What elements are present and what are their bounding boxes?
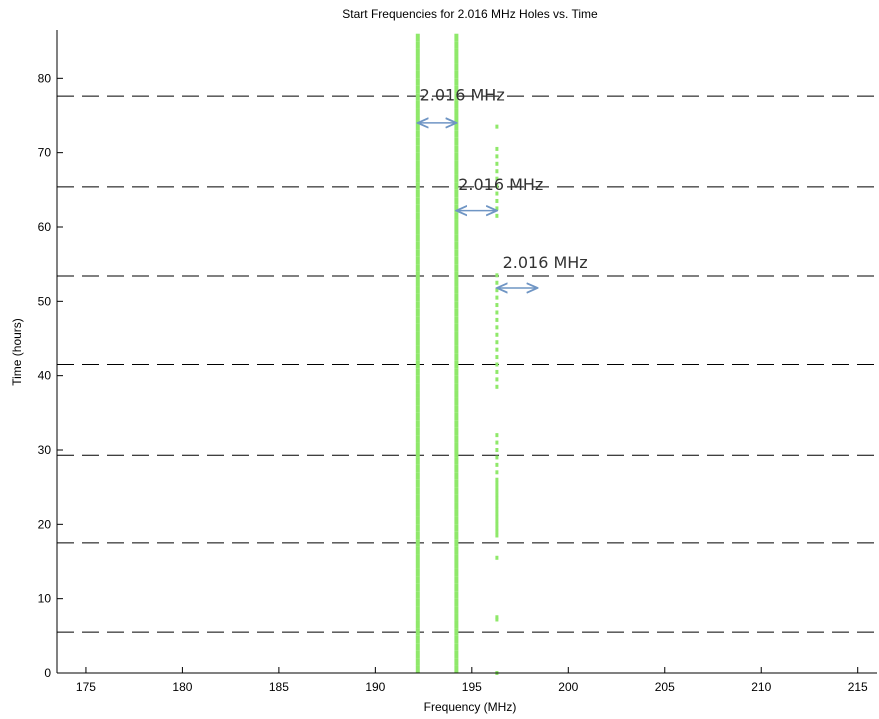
data-point [495, 280, 499, 285]
data-point [495, 362, 499, 367]
data-point [495, 555, 499, 560]
data-point [495, 369, 499, 374]
data-point [495, 615, 499, 620]
data-point [495, 481, 499, 486]
data-point [495, 470, 499, 475]
y-axis: 0 10 20 30 40 50 60 70 80 [38, 30, 63, 680]
x-tick-label: 180 [172, 680, 192, 694]
data-point [495, 317, 499, 322]
x-axis: 175 180 185 190 195 200 205 210 215 [57, 667, 877, 694]
data-point [495, 146, 499, 151]
data-point [495, 384, 499, 389]
data-point [495, 325, 499, 330]
annotation-label: 2.016 MHz [503, 253, 588, 272]
x-tick-label: 190 [365, 680, 385, 694]
data-point [495, 213, 499, 218]
data-point [495, 526, 499, 531]
y-tick-label: 40 [38, 369, 52, 383]
data-point [495, 617, 499, 622]
data-point [495, 500, 499, 505]
annotation-label: 2.016 MHz [458, 175, 543, 194]
x-axis-label: Frequency (MHz) [424, 700, 517, 714]
data-point [495, 124, 499, 129]
data-point [495, 485, 499, 490]
data-point [495, 529, 499, 534]
data-point [495, 503, 499, 508]
data-point [495, 332, 499, 337]
data-point [495, 488, 499, 493]
data-point [495, 496, 499, 501]
data-point [495, 492, 499, 497]
data-point [495, 288, 499, 293]
y-tick-label: 30 [38, 443, 52, 457]
chart-title: Start Frequencies for 2.016 MHz Holes vs… [342, 7, 598, 21]
annotation-label: 2.016 MHz [420, 86, 505, 105]
data-point [495, 206, 499, 211]
y-tick-label: 0 [44, 666, 51, 680]
data-point [495, 533, 499, 538]
x-tick-label: 200 [558, 680, 578, 694]
data-point [495, 310, 499, 315]
data-point [495, 273, 499, 278]
data-point [495, 303, 499, 308]
dashed-lines [57, 95, 877, 633]
data-point [495, 169, 499, 174]
x-tick-label: 205 [655, 680, 675, 694]
data-point [495, 184, 499, 189]
data-point [495, 377, 499, 382]
data-point [495, 522, 499, 527]
x-tick-label: 185 [269, 680, 289, 694]
data-point [495, 514, 499, 519]
data-point [495, 511, 499, 516]
data-point [495, 198, 499, 203]
data-point [495, 191, 499, 196]
data-point [495, 462, 499, 467]
x-tick-label: 215 [848, 680, 868, 694]
data-point [495, 295, 499, 300]
data-point [495, 447, 499, 452]
x-tick-label: 195 [462, 680, 482, 694]
y-tick-label: 20 [38, 517, 52, 531]
y-tick-label: 80 [38, 71, 52, 85]
data-point [495, 154, 499, 159]
x-tick-label: 210 [751, 680, 771, 694]
data-marks [415, 33, 499, 675]
data-point [495, 340, 499, 345]
data-point [495, 477, 499, 482]
data-point [495, 455, 499, 460]
data-point [495, 347, 499, 352]
y-axis-label: Time (hours) [10, 318, 24, 386]
annotations: 2.016 MHz 2.016 MHz 2.016 MHz [418, 86, 588, 288]
data-point [495, 176, 499, 181]
y-tick-label: 70 [38, 146, 52, 160]
x-tick-label: 175 [76, 680, 96, 694]
data-point [495, 518, 499, 523]
data-point [495, 161, 499, 166]
y-tick-label: 50 [38, 294, 52, 308]
data-point [495, 440, 499, 445]
y-tick-label: 60 [38, 220, 52, 234]
data-point [495, 433, 499, 438]
y-tick-label: 10 [38, 592, 52, 606]
data-point [495, 355, 499, 360]
data-point [495, 507, 499, 512]
